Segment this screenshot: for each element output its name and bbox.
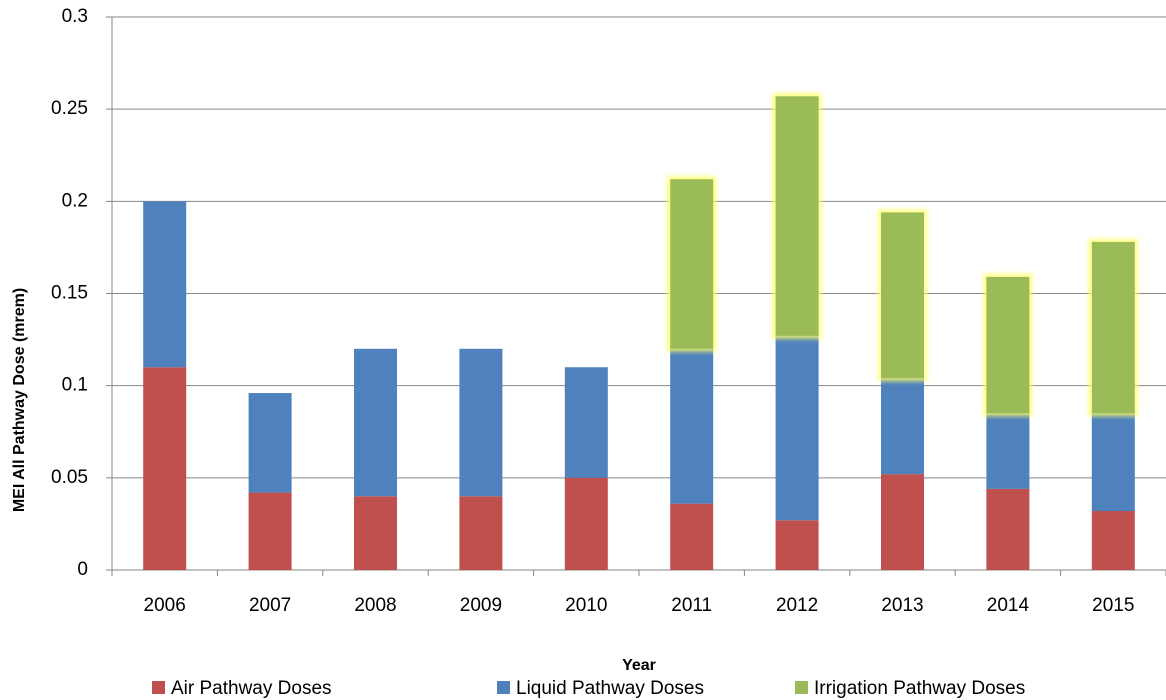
x-tick-label: 2006 xyxy=(144,595,186,616)
bar-segment xyxy=(775,335,819,521)
bar-segment xyxy=(986,488,1030,570)
bar-segment xyxy=(248,393,292,493)
bar-segment xyxy=(670,503,714,570)
x-tick-label: 2010 xyxy=(565,595,607,616)
y-tick-label: 0.15 xyxy=(51,283,88,304)
bar-segment xyxy=(670,179,714,349)
bar-segment xyxy=(881,378,924,475)
x-tick-label: 2012 xyxy=(776,595,818,616)
bar-segment xyxy=(881,474,924,570)
legend-swatch xyxy=(795,681,808,694)
y-tick-label: 0.1 xyxy=(62,375,88,396)
legend-label: Liquid Pathway Doses xyxy=(516,678,704,699)
y-axis-label: MEI All Pathway Dose (mrem) xyxy=(11,288,28,512)
bar-segment xyxy=(986,413,1030,489)
x-tick-label: 2014 xyxy=(987,595,1030,616)
x-tick-label: 2013 xyxy=(881,595,923,616)
bar-segment xyxy=(670,348,714,504)
bar-segment xyxy=(775,520,819,570)
bar-segment xyxy=(143,201,187,368)
x-tick-label: 2008 xyxy=(354,595,396,616)
y-tick-label: 0.2 xyxy=(62,190,88,211)
legend-swatch xyxy=(152,681,165,694)
bar-segment xyxy=(564,477,608,570)
legend-label: Air Pathway Doses xyxy=(171,678,332,699)
x-tick-label: 2015 xyxy=(1092,595,1134,616)
bar-segment xyxy=(1091,241,1135,414)
x-tick-label: 2011 xyxy=(671,595,712,616)
x-axis-label: Year xyxy=(622,657,656,674)
x-tick-label: 2007 xyxy=(249,595,291,616)
y-tick-label: 0.25 xyxy=(51,98,88,119)
bar-segment xyxy=(354,496,397,570)
bar-segment xyxy=(1091,511,1135,570)
y-tick-label: 0.05 xyxy=(51,467,88,488)
bar-segment xyxy=(881,212,924,379)
bar-segment xyxy=(564,367,608,478)
bar-segment xyxy=(986,276,1030,414)
y-tick-label: 0 xyxy=(77,559,88,580)
bar-segment xyxy=(143,367,187,570)
bar-segment xyxy=(354,348,397,497)
y-tick-label: 0.3 xyxy=(62,6,88,27)
legend-label: Irrigation Pathway Doses xyxy=(814,678,1025,699)
legend-swatch xyxy=(497,681,510,694)
bar-segment xyxy=(459,496,503,570)
bar-segment xyxy=(459,348,503,497)
bar-segment xyxy=(1091,413,1135,512)
bar-segment xyxy=(775,96,819,336)
bar-segment xyxy=(248,492,292,570)
x-tick-label: 2009 xyxy=(460,595,502,616)
